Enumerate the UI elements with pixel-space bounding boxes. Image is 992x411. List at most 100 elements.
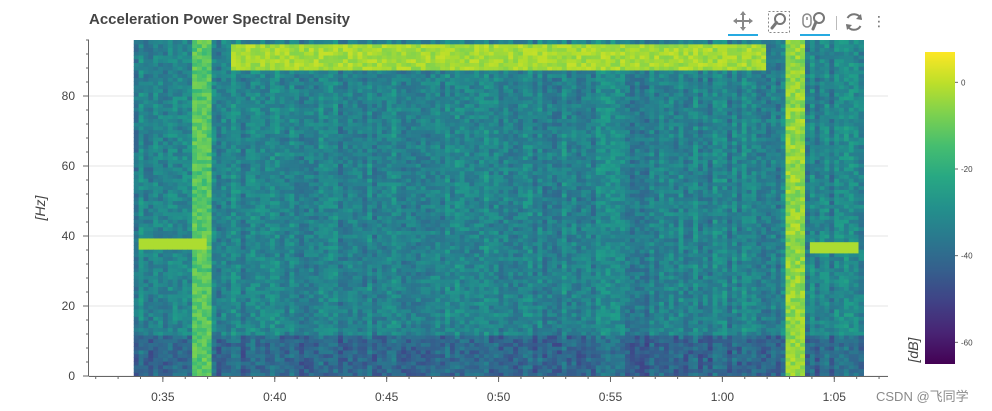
heatmap-cell <box>396 189 402 194</box>
heatmap-cell <box>211 234 218 239</box>
heatmap-cell <box>133 54 140 60</box>
heatmap-cell <box>342 58 349 63</box>
heatmap-cell <box>313 346 320 351</box>
heatmap-cell <box>372 237 378 243</box>
heatmap-cell <box>221 275 227 280</box>
heatmap-cell <box>279 282 286 287</box>
heatmap-cell <box>318 368 325 373</box>
heatmap-cell <box>192 368 198 373</box>
heatmap-cell <box>308 148 315 153</box>
heatmap-cell <box>269 152 276 157</box>
heatmap-cell <box>250 297 256 302</box>
heatmap-cell <box>333 267 339 273</box>
heatmap-cell <box>347 178 354 183</box>
heatmap-cell <box>158 237 164 243</box>
heatmap-cell <box>386 84 393 90</box>
heatmap-cell <box>323 275 329 280</box>
heatmap-cell <box>318 323 325 329</box>
heatmap-cell <box>240 241 247 246</box>
heatmap-cell <box>396 252 402 258</box>
wheel-zoom-tool-button[interactable] <box>800 8 830 36</box>
heatmap-cell <box>221 69 227 75</box>
heatmap-cell <box>342 368 349 373</box>
heatmap-cell <box>206 293 213 299</box>
heatmap-cell <box>338 219 344 224</box>
reset-tool-button[interactable] <box>839 8 869 36</box>
heatmap-cell <box>201 144 208 149</box>
heatmap-cell <box>206 305 213 310</box>
heatmap-cell <box>323 193 329 198</box>
heatmap-cell <box>240 204 247 209</box>
heatmap-cell <box>192 278 198 284</box>
heatmap-cell <box>318 69 325 75</box>
heatmap-cell <box>235 290 242 295</box>
heatmap-cell <box>318 193 325 198</box>
heatmap-cell <box>197 163 203 168</box>
heatmap-cell <box>192 267 198 273</box>
heatmap-cell <box>221 282 227 287</box>
heatmap-cell <box>216 129 222 134</box>
heatmap-cell <box>197 73 203 78</box>
heatmap-cell <box>226 357 232 362</box>
heatmap-cell <box>221 211 227 217</box>
heatmap-cell <box>167 200 174 205</box>
heatmap-cell <box>294 297 300 302</box>
heatmap-cell <box>269 163 276 168</box>
heatmap-cell <box>313 256 320 261</box>
heatmap-cell <box>167 308 174 314</box>
heatmap-cell <box>182 144 188 149</box>
heatmap-cell <box>226 103 232 108</box>
heatmap-cell <box>231 51 237 56</box>
heatmap-cell <box>357 122 363 127</box>
heatmap-cell <box>342 297 349 302</box>
heatmap-cell <box>357 323 363 329</box>
pan-tool-button[interactable] <box>728 8 758 36</box>
heatmap-cell <box>221 166 227 172</box>
heatmap-cell <box>172 346 179 351</box>
heatmap-cell <box>240 107 247 112</box>
heatmap-cell <box>333 368 339 373</box>
heatmap-cell <box>167 185 174 190</box>
heatmap-cell <box>386 305 393 310</box>
heatmap-cell <box>304 51 310 56</box>
heatmap-cell <box>172 293 179 299</box>
heatmap-cell <box>396 137 402 142</box>
heatmap-cell <box>323 222 329 228</box>
heatmap-cell <box>401 349 407 355</box>
heatmap-cell <box>328 215 334 220</box>
heatmap-cell <box>221 234 227 239</box>
heatmap-cell <box>342 316 349 321</box>
heatmap-cell <box>206 234 213 239</box>
heatmap-cell <box>143 178 149 183</box>
heatmap-cell <box>250 267 256 273</box>
heatmap-cell <box>255 234 261 239</box>
heatmap-cell <box>250 110 256 116</box>
toolbar-more-icon[interactable]: ⋮ <box>872 13 886 29</box>
heatmap-cell <box>148 327 154 332</box>
heatmap-cell <box>201 137 208 142</box>
heatmap-cell <box>216 114 222 119</box>
heatmap-cell <box>279 264 286 269</box>
heatmap-cell <box>333 92 339 97</box>
heatmap-cell <box>148 99 154 105</box>
heatmap-cell <box>386 256 393 261</box>
heatmap-cell <box>158 178 164 183</box>
heatmap-cell <box>376 323 383 329</box>
heatmap-cell <box>372 338 378 343</box>
heatmap-cell <box>352 245 359 250</box>
heatmap-cell <box>182 103 188 108</box>
heatmap-cell <box>294 155 300 161</box>
heatmap-cell <box>148 81 154 86</box>
heatmap-cell <box>362 286 368 291</box>
heatmap-cell <box>250 174 256 179</box>
heatmap-cell <box>294 77 300 82</box>
heatmap-cell <box>396 208 402 213</box>
heatmap-cell <box>133 110 140 116</box>
heatmap-cell <box>304 219 310 224</box>
box-zoom-tool-button[interactable] <box>764 8 794 36</box>
heatmap-cell <box>391 73 398 78</box>
heatmap-cell <box>352 144 359 149</box>
heatmap-cell <box>240 372 247 377</box>
heatmap-cell <box>308 174 315 179</box>
heatmap-cell <box>162 308 169 314</box>
